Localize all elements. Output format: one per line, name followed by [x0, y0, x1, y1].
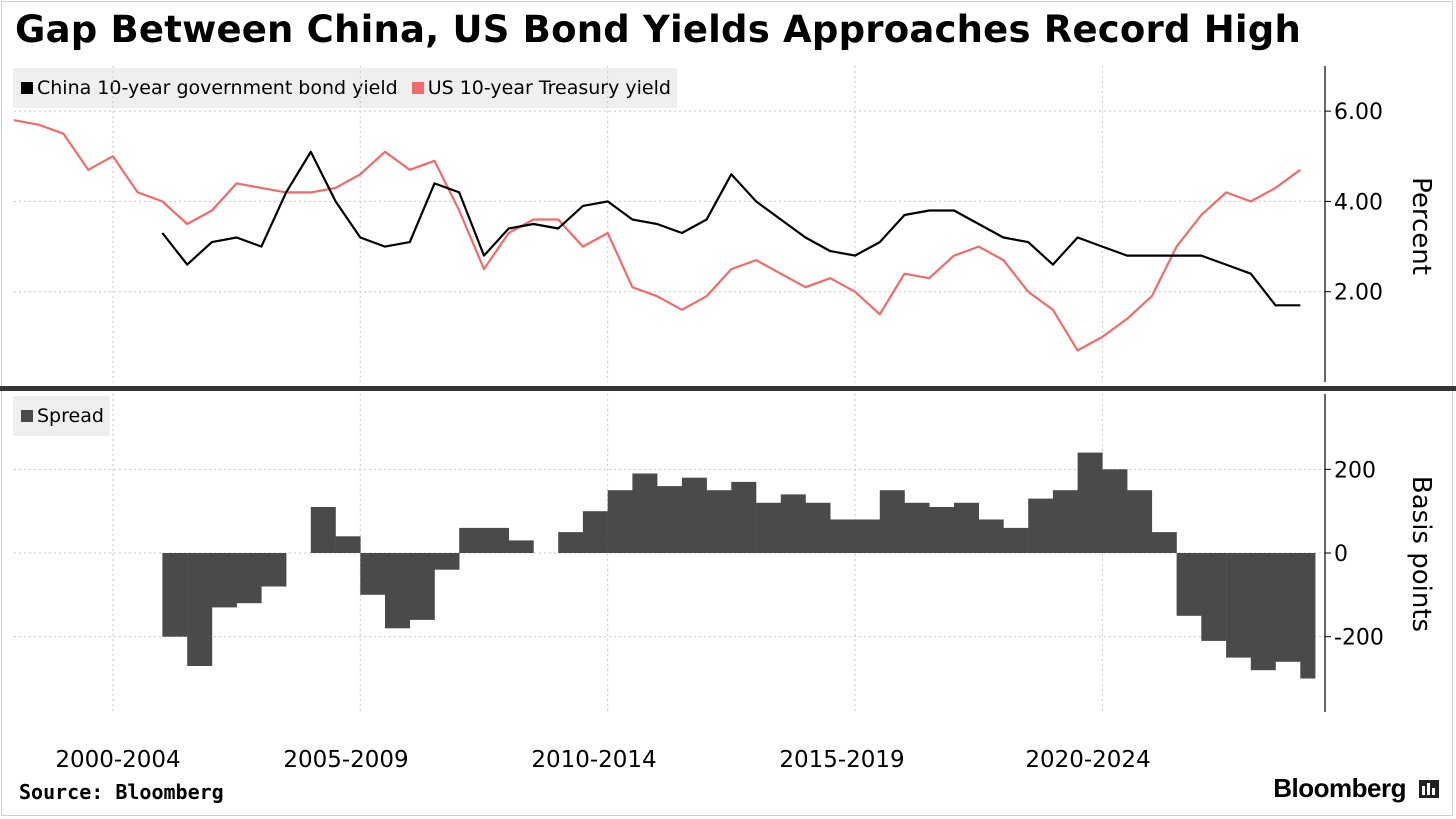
- spread-bar-12: [459, 527, 485, 553]
- spread-bar-46: [1300, 553, 1316, 679]
- spread-bar-17: [582, 511, 608, 553]
- line-layer: [13, 119, 1301, 352]
- spread-bar-14: [508, 540, 534, 553]
- spread-bar-42: [1201, 553, 1227, 641]
- spread-bar-7: [335, 536, 361, 553]
- spread-bar-41: [1176, 553, 1202, 616]
- spread-bar-3: [236, 553, 262, 604]
- spread-bar-10: [409, 553, 435, 620]
- source-note: Source: Bloomberg: [19, 780, 224, 804]
- ytick-label-top-2: 2.00: [1334, 281, 1383, 306]
- chart-title: Gap Between China, US Bond Yields Approa…: [15, 8, 1301, 51]
- spread-bar-32: [954, 502, 979, 553]
- legend-label-us: US 10-year Treasury yield: [427, 77, 671, 99]
- brand-logo: Bloomberg: [1273, 773, 1406, 803]
- y-axis-title-top: Percent: [1406, 177, 1436, 275]
- spread-bar-4: [261, 553, 287, 587]
- legend-item-china: China 10-year government bond yield: [13, 77, 404, 99]
- spread-bar-44: [1250, 553, 1276, 671]
- spread-bar-19: [632, 473, 658, 553]
- spread-bar-39: [1127, 490, 1153, 553]
- spread-bar-8: [360, 553, 386, 595]
- legend-label-spread: Spread: [37, 405, 104, 427]
- spread-bar-35: [1028, 498, 1054, 553]
- bloomberg-terminal-icon: [1419, 780, 1439, 798]
- spread-bar-45: [1275, 553, 1301, 662]
- spread-bar-25: [780, 494, 806, 553]
- spread-bar-30: [904, 502, 930, 553]
- spread-bar-9: [385, 553, 410, 629]
- legend-swatch-us: [411, 82, 424, 94]
- spread-bar-6: [310, 507, 336, 553]
- ytick-label-bottom-2: -200: [1334, 626, 1384, 651]
- xtick-label-3: 2015-2019: [779, 747, 904, 773]
- us-yield-line: [13, 119, 1301, 352]
- spread-bar-0: [162, 553, 188, 637]
- spread-bar-20: [657, 486, 683, 553]
- spread-bar-27: [830, 519, 856, 553]
- legend-item-spread: Spread: [13, 405, 110, 427]
- spread-bar-11: [434, 553, 460, 570]
- xtick-label-0: 2000-2004: [55, 747, 180, 773]
- axis-layer: 6.00 4.00 2.00 200 0 -200 Percent Basis points 2…: [0, 66, 1456, 773]
- spread-bar-24: [756, 502, 782, 553]
- legend-swatch-spread: [21, 410, 33, 422]
- spread-bar-33: [978, 519, 1004, 553]
- spread-bar-21: [681, 477, 707, 553]
- xtick-label-4: 2020-2024: [1025, 747, 1150, 773]
- china-yield-line: [161, 150, 1301, 307]
- ytick-label-bottom-1: 0: [1334, 542, 1348, 567]
- spread-bar-36: [1052, 490, 1078, 553]
- spread-bar-40: [1151, 532, 1177, 553]
- y-axis-title-bottom: Basis points: [1406, 476, 1436, 632]
- spread-bar-37: [1077, 452, 1103, 553]
- legend-swatch-china: [21, 82, 33, 94]
- spread-bar-2: [211, 553, 237, 608]
- spread-bar-1: [187, 553, 213, 666]
- ytick-label-bottom-0: 200: [1334, 458, 1376, 483]
- spread-bar-23: [731, 481, 757, 553]
- spread-bar-16: [558, 532, 584, 553]
- xtick-label-2: 2010-2014: [531, 747, 656, 773]
- xtick-label-1: 2005-2009: [283, 747, 408, 773]
- spread-bar-38: [1102, 469, 1128, 553]
- spread-bar-18: [607, 490, 633, 553]
- spread-bar-29: [879, 490, 905, 553]
- top-legend: China 10-year government bond yield US 1…: [13, 68, 677, 108]
- spread-bar-13: [484, 527, 509, 553]
- ytick-label-top-0: 6.00: [1334, 100, 1383, 125]
- spread-bar-31: [929, 507, 955, 553]
- ytick-label-top-1: 4.00: [1334, 190, 1383, 215]
- spread-bar-34: [1003, 527, 1029, 553]
- spread-bar-22: [706, 490, 732, 553]
- spread-bar-28: [855, 519, 880, 553]
- spread-bar-43: [1226, 553, 1252, 658]
- legend-item-us: US 10-year Treasury yield: [404, 77, 677, 99]
- panel-divider: [0, 386, 1456, 391]
- spread-bars: [162, 452, 1316, 679]
- bottom-legend: Spread: [13, 396, 110, 436]
- spread-bar-26: [805, 502, 831, 553]
- legend-label-china: China 10-year government bond yield: [37, 77, 398, 99]
